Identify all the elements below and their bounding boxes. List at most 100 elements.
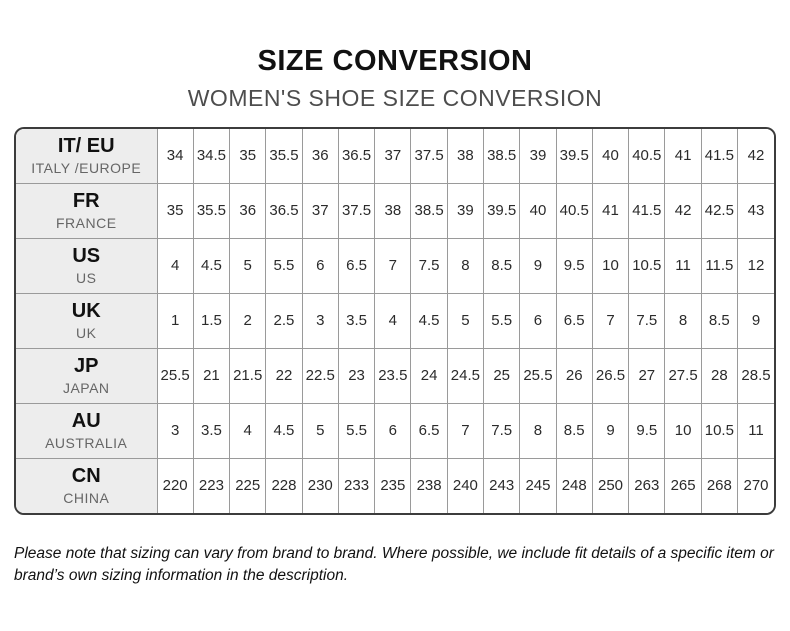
size-value-cell: 8.5 xyxy=(483,237,521,294)
size-value-cell: 36.5 xyxy=(337,129,376,184)
table-row: AU AUSTRALIA 3 3.5 4 4.5 5 5.5 6 6.5 7 7.5 8 8.5 9 9.5 1… xyxy=(16,402,774,459)
size-value-cell: 3 xyxy=(156,402,194,459)
size-value-cell: 42 xyxy=(664,182,702,239)
size-value-cell: 12 xyxy=(737,237,774,294)
table-row: JP JAPAN 25.5 21 21.5 22 22.5 23 23.5 24 24.5 25 25.… xyxy=(16,347,774,404)
size-value-cell: 11 xyxy=(664,237,702,294)
size-value-cell: 5 xyxy=(446,292,485,349)
size-value-cell: 265 xyxy=(664,457,702,513)
table-row: IT/ EU ITALY /EUROPE 34 34.5 35 35.5 36 36.5 37 3… xyxy=(16,129,774,184)
size-value-cell: 263 xyxy=(628,457,666,513)
size-value-cell: 10 xyxy=(664,402,702,459)
size-value-cell: 4.5 xyxy=(265,402,303,459)
region-name: US xyxy=(76,270,97,287)
size-value-cell: 41.5 xyxy=(628,182,666,239)
region-code: UK xyxy=(71,300,101,323)
size-value-cell: 38.5 xyxy=(410,182,448,239)
size-value-cell: 21.5 xyxy=(229,347,267,404)
region-code: US xyxy=(72,245,101,268)
size-value-cell: 37 xyxy=(374,129,412,184)
region-header-cell: US US xyxy=(16,237,158,294)
table-row: UK UK 1 1.5 2 2.5 3 3.5 4 4.5 5 5.5 6 6.5 7 7.5 8 8.5 9 xyxy=(16,292,774,349)
size-value-cell: 1.5 xyxy=(192,292,231,349)
region-name: JAPAN xyxy=(62,380,110,397)
size-value-cell: 10.5 xyxy=(628,237,666,294)
size-value-cell: 4 xyxy=(374,292,412,349)
size-value-cell: 40 xyxy=(591,129,630,184)
size-value-cell: 24.5 xyxy=(446,347,485,404)
region-header-cell: UK UK xyxy=(16,292,158,349)
size-value-cell: 7 xyxy=(591,292,630,349)
size-value-cell: 21 xyxy=(192,347,231,404)
size-value-cell: 245 xyxy=(519,457,557,513)
size-value-cell: 36 xyxy=(229,182,267,239)
size-conversion-table-frame: IT/ EU ITALY /EUROPE 34 34.5 35 35.5 36 36.5 37 3… xyxy=(14,127,776,515)
size-value-cell: 39.5 xyxy=(483,182,521,239)
size-value-cell: 8.5 xyxy=(700,292,739,349)
size-value-cell: 240 xyxy=(446,457,485,513)
size-value-cell: 5 xyxy=(229,237,267,294)
size-value-cell: 270 xyxy=(737,457,774,513)
size-value-cell: 35 xyxy=(229,129,267,184)
size-value-cell: 11.5 xyxy=(700,237,739,294)
region-header-cell: CN CHINA xyxy=(16,457,158,513)
size-value-cell: 11 xyxy=(737,402,774,459)
size-value-cell: 25.5 xyxy=(156,347,194,404)
size-value-cell: 41 xyxy=(664,129,702,184)
size-value-cell: 39.5 xyxy=(555,129,593,184)
region-code: AU xyxy=(71,410,101,433)
size-value-cell: 23 xyxy=(337,347,376,404)
size-value-cell: 37.5 xyxy=(337,182,376,239)
size-value-cell: 25 xyxy=(483,347,521,404)
size-value-cell: 35 xyxy=(156,182,194,239)
size-value-cell: 37.5 xyxy=(410,129,448,184)
size-value-cell: 40 xyxy=(519,182,557,239)
size-value-cell: 23.5 xyxy=(374,347,412,404)
size-value-cell: 233 xyxy=(337,457,376,513)
size-value-cell: 4.5 xyxy=(410,292,448,349)
region-name: FRANCE xyxy=(55,215,117,232)
size-value-cell: 41 xyxy=(591,182,630,239)
size-value-cell: 37 xyxy=(301,182,339,239)
size-value-cell: 9 xyxy=(737,292,774,349)
size-value-cell: 28 xyxy=(700,347,739,404)
size-value-cell: 42.5 xyxy=(700,182,739,239)
size-value-cell: 42 xyxy=(737,129,774,184)
region-name: CHINA xyxy=(63,490,110,507)
size-value-cell: 25.5 xyxy=(519,347,557,404)
size-value-cell: 2.5 xyxy=(265,292,303,349)
size-value-cell: 9 xyxy=(591,402,630,459)
size-value-cell: 235 xyxy=(374,457,412,513)
region-name: UK xyxy=(76,325,97,342)
size-value-cell: 7.5 xyxy=(628,292,666,349)
size-value-cell: 225 xyxy=(229,457,267,513)
size-value-cell: 7.5 xyxy=(410,237,448,294)
size-value-cell: 3.5 xyxy=(192,402,231,459)
size-value-cell: 39 xyxy=(519,129,557,184)
size-value-cell: 6 xyxy=(374,402,412,459)
size-value-cell: 223 xyxy=(192,457,231,513)
size-value-cell: 36 xyxy=(301,129,339,184)
size-value-cell: 22.5 xyxy=(301,347,339,404)
size-value-cell: 5 xyxy=(301,402,339,459)
size-value-cell: 250 xyxy=(591,457,630,513)
size-value-cell: 5.5 xyxy=(337,402,376,459)
size-value-cell: 27.5 xyxy=(664,347,702,404)
size-value-cell: 1 xyxy=(156,292,194,349)
size-value-cell: 8.5 xyxy=(555,402,593,459)
size-value-cell: 40.5 xyxy=(628,129,666,184)
size-value-cell: 7 xyxy=(374,237,412,294)
size-value-cell: 41.5 xyxy=(700,129,739,184)
size-value-cell: 4 xyxy=(229,402,267,459)
region-name: ITALY /EUROPE xyxy=(31,160,142,177)
size-value-cell: 9 xyxy=(519,237,557,294)
region-code: JP xyxy=(74,355,99,378)
sizing-disclaimer-note: Please note that sizing can vary from br… xyxy=(14,545,774,585)
region-header-cell: FR FRANCE xyxy=(16,182,158,239)
size-value-cell: 9.5 xyxy=(628,402,666,459)
size-value-cell: 22 xyxy=(265,347,303,404)
size-value-cell: 35.5 xyxy=(265,129,303,184)
size-table-body: IT/ EU ITALY /EUROPE 34 34.5 35 35.5 36 36.5 37 3… xyxy=(16,129,774,513)
size-value-cell: 26 xyxy=(555,347,593,404)
